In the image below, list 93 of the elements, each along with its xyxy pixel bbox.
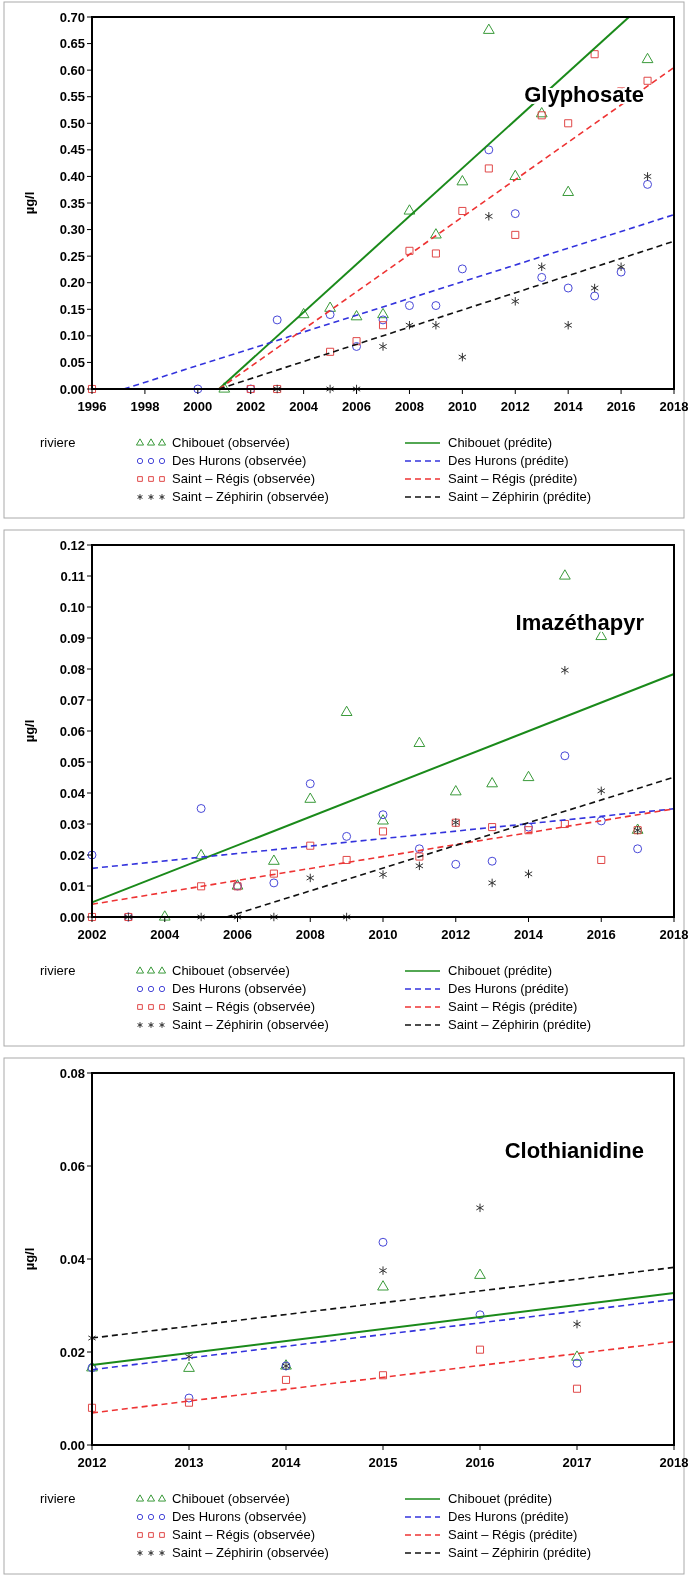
y-tick-label: 0.12 xyxy=(59,537,85,553)
y-tick-label: 0.40 xyxy=(59,168,85,184)
legend-label: Des Hurons (prédite) xyxy=(448,1509,569,1524)
y-axis-title: µg/l xyxy=(22,1247,37,1271)
y-tick-label: 0.04 xyxy=(59,785,86,801)
x-tick-label: 2012 xyxy=(441,927,471,942)
y-tick-label: 0.20 xyxy=(59,275,85,291)
y-tick-label: 0.00 xyxy=(59,1437,85,1453)
y-tick-label: 0.02 xyxy=(59,1344,85,1360)
x-tick-label: 2012 xyxy=(77,1455,107,1470)
y-tick-label: 0.02 xyxy=(59,847,85,863)
y-axis-title: µg/l xyxy=(22,191,37,215)
x-tick-label: 1998 xyxy=(130,399,160,414)
y-tick-label: 0.11 xyxy=(60,568,85,584)
y-tick-label: 0.07 xyxy=(59,692,85,708)
y-tick-label: 0.65 xyxy=(59,36,85,52)
legend-label: Saint – Régis (observée) xyxy=(172,471,316,486)
y-tick-label: 0.03 xyxy=(59,816,85,832)
x-tick-label: 2008 xyxy=(394,399,424,414)
legend-label: Saint – Régis (observée) xyxy=(172,999,316,1014)
x-tick-label: 2004 xyxy=(289,399,319,414)
x-tick-label: 2018 xyxy=(659,1455,688,1470)
y-tick-label: 0.06 xyxy=(59,723,85,739)
x-tick-label: 2010 xyxy=(447,399,477,414)
legend-label: Saint – Zéphirin (observée) xyxy=(172,1017,329,1032)
legend-label: Saint – Régis (prédite) xyxy=(448,999,578,1014)
legend-label: Saint – Zéphirin (prédite) xyxy=(448,489,592,504)
y-tick-label: 0.25 xyxy=(59,248,85,264)
legend-label: Chibouet (prédite) xyxy=(448,963,553,978)
x-tick-label: 2000 xyxy=(183,399,213,414)
x-tick-label: 2015 xyxy=(368,1455,398,1470)
legend-label: Chibouet (observée) xyxy=(172,963,290,978)
legend-label: Chibouet (prédite) xyxy=(448,1491,553,1506)
y-tick-label: 0.05 xyxy=(59,754,85,770)
x-tick-label: 2012 xyxy=(500,399,530,414)
x-tick-label: 2002 xyxy=(77,927,107,942)
legend-title: riviere xyxy=(40,435,76,450)
legend-label: Saint – Zéphirin (observée) xyxy=(172,489,329,504)
x-tick-label: 2002 xyxy=(236,399,266,414)
legend-label: Saint – Zéphirin (prédite) xyxy=(448,1545,592,1560)
x-tick-label: 2018 xyxy=(659,399,688,414)
legend-label: Saint – Régis (prédite) xyxy=(448,471,578,486)
legend-label: Des Hurons (prédite) xyxy=(448,453,569,468)
y-tick-label: 0.55 xyxy=(59,89,85,105)
y-tick-label: 0.60 xyxy=(59,62,85,78)
legend-title: riviere xyxy=(40,963,76,978)
x-tick-label: 2016 xyxy=(586,927,616,942)
x-tick-label: 2016 xyxy=(465,1455,495,1470)
y-tick-label: 0.70 xyxy=(59,9,85,25)
legend-title: riviere xyxy=(40,1491,76,1506)
x-tick-label: 2004 xyxy=(150,927,180,942)
legend-label: Chibouet (prédite) xyxy=(448,435,553,450)
y-tick-label: 0.09 xyxy=(59,630,85,646)
y-tick-label: 0.04 xyxy=(59,1251,86,1267)
legend-label: Saint – Zéphirin (prédite) xyxy=(448,1017,592,1032)
x-tick-label: 2008 xyxy=(295,927,325,942)
y-tick-label: 0.35 xyxy=(59,195,85,211)
x-tick-label: 2017 xyxy=(562,1455,592,1470)
text: Imazéthapyr xyxy=(515,610,645,635)
x-tick-label: 1996 xyxy=(77,399,107,414)
x-tick-label: 2006 xyxy=(223,927,252,942)
legend-label: Saint – Régis (prédite) xyxy=(448,1527,578,1542)
y-tick-label: 0.01 xyxy=(59,878,85,894)
legend-label: Saint – Régis (observée) xyxy=(172,1527,316,1542)
legend-label: Des Hurons (prédite) xyxy=(448,981,569,996)
legend-label: Des Hurons (observée) xyxy=(172,981,307,996)
x-tick-label: 2018 xyxy=(659,927,688,942)
x-tick-label: 2014 xyxy=(514,927,544,942)
y-tick-label: 0.08 xyxy=(59,1065,85,1081)
x-tick-label: 2014 xyxy=(553,399,584,414)
legend-label: Chibouet (observée) xyxy=(172,435,290,450)
y-tick-label: 0.45 xyxy=(59,142,85,158)
legend-label: Saint – Zéphirin (observée) xyxy=(172,1545,329,1560)
y-tick-label: 0.06 xyxy=(59,1158,85,1174)
y-tick-label: 0.50 xyxy=(59,115,85,131)
x-tick-label: 2016 xyxy=(606,399,636,414)
y-tick-label: 0.00 xyxy=(59,381,85,397)
x-tick-label: 2014 xyxy=(271,1455,302,1470)
legend-label: Des Hurons (observée) xyxy=(172,1509,307,1524)
y-axis-title: µg/l xyxy=(22,719,37,743)
text: Clothianidine xyxy=(504,1138,644,1163)
y-tick-label: 0.05 xyxy=(59,354,85,370)
y-tick-label: 0.08 xyxy=(59,661,85,677)
legend-label: Chibouet (observée) xyxy=(172,1491,290,1506)
x-tick-label: 2013 xyxy=(174,1455,204,1470)
y-tick-label: 0.10 xyxy=(59,328,85,344)
y-tick-label: 0.00 xyxy=(59,909,85,925)
y-tick-label: 0.30 xyxy=(59,222,85,238)
y-tick-label: 0.10 xyxy=(59,599,85,615)
legend-label: Des Hurons (observée) xyxy=(172,453,307,468)
y-tick-label: 0.15 xyxy=(59,301,85,317)
x-tick-label: 2006 xyxy=(342,399,372,414)
x-tick-label: 2010 xyxy=(368,927,398,942)
